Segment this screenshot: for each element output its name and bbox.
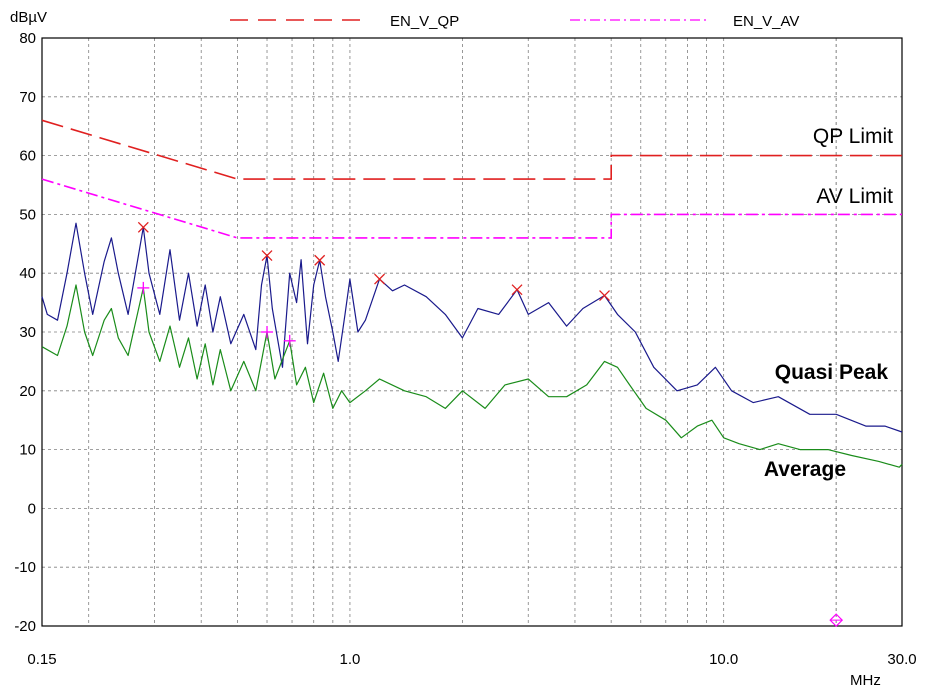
qp-peak-marker bbox=[511, 284, 523, 296]
x-tick-label: 1.0 bbox=[340, 651, 361, 668]
legend: EN_V_QP EN_V_AV bbox=[230, 13, 799, 30]
reference-marker bbox=[829, 613, 844, 627]
qp-peak-marker bbox=[261, 250, 273, 262]
measurement-series bbox=[41, 222, 903, 468]
x-axis-ticks: 0.15 1.0 10.0 30.0 bbox=[27, 651, 916, 668]
legend-av-label: EN_V_AV bbox=[733, 13, 799, 30]
qp-peak-marker bbox=[374, 273, 385, 285]
average-label: Average bbox=[764, 458, 846, 481]
y-tick-label: 40 bbox=[19, 265, 36, 282]
y-axis-label: dBµV bbox=[10, 9, 47, 26]
x-tick-label: 30.0 bbox=[887, 651, 916, 668]
quasi-peak-label: Quasi Peak bbox=[775, 361, 889, 384]
plot-frame bbox=[41, 37, 903, 627]
y-tick-label: 80 bbox=[19, 30, 36, 47]
y-tick-label: 60 bbox=[19, 148, 36, 165]
y-tick-label: 20 bbox=[19, 383, 36, 400]
y-tick-label: 10 bbox=[19, 442, 36, 459]
qp-limit-label: QP Limit bbox=[813, 125, 893, 148]
limit-lines bbox=[41, 119, 902, 239]
y-tick-label: -20 bbox=[14, 618, 36, 635]
legend-qp-label: EN_V_QP bbox=[390, 13, 459, 30]
qp-peak-marker bbox=[314, 254, 326, 266]
av-limit-label: AV Limit bbox=[816, 185, 893, 208]
y-tick-label: 0 bbox=[28, 500, 36, 517]
y-tick-label: 70 bbox=[19, 89, 36, 106]
x-axis-label: MHz bbox=[850, 672, 881, 689]
y-axis-ticks: 80 70 60 50 40 30 20 10 0 -10 -20 bbox=[14, 30, 36, 635]
x-tick-label: 10.0 bbox=[709, 651, 738, 668]
series-line-quasi-peak bbox=[41, 222, 903, 433]
limit-line-en_v_av bbox=[41, 178, 902, 239]
qp-peak-marker bbox=[137, 221, 149, 233]
series-line-average bbox=[41, 284, 903, 468]
x-tick-label: 0.15 bbox=[27, 651, 56, 668]
y-tick-label: -10 bbox=[14, 559, 36, 576]
qp-peak-marker bbox=[599, 290, 611, 302]
peak-markers bbox=[137, 221, 844, 627]
y-tick-label: 50 bbox=[19, 206, 36, 223]
grid bbox=[42, 38, 902, 626]
limit-line-en_v_qp bbox=[41, 119, 902, 180]
y-tick-label: 30 bbox=[19, 324, 36, 341]
